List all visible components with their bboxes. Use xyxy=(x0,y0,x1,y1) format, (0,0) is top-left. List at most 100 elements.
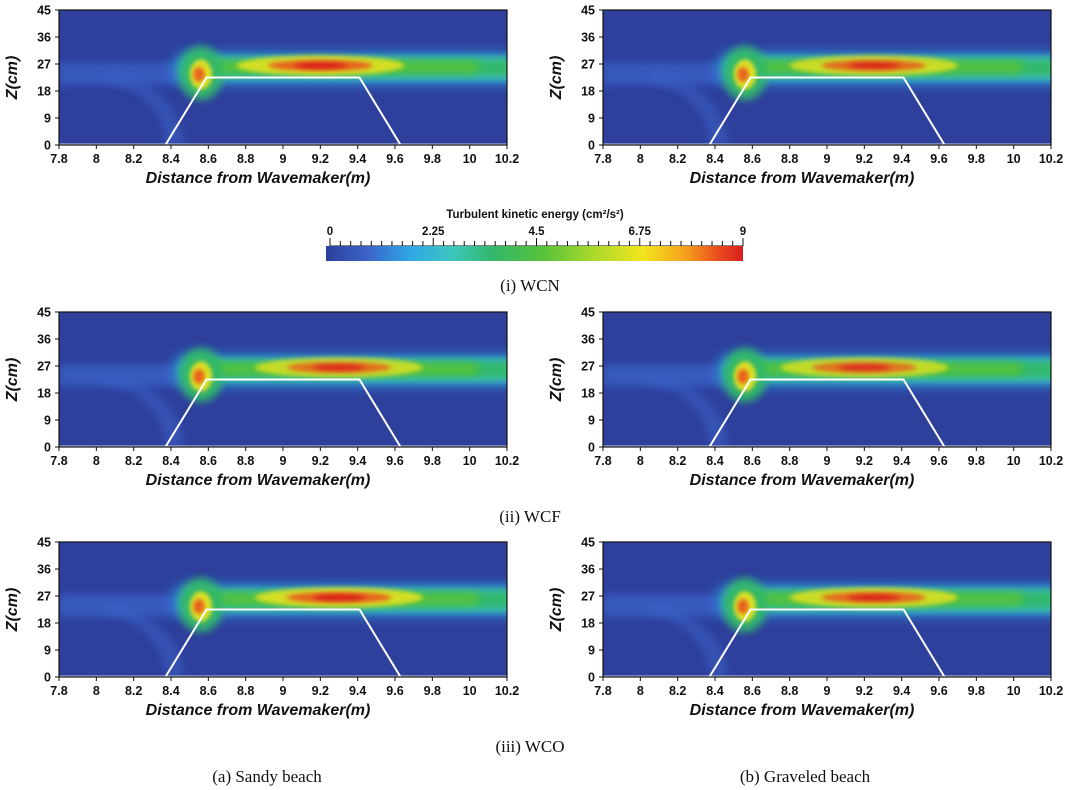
colorbar-tick-label: 4.5 xyxy=(529,226,546,238)
heatmap-field xyxy=(603,578,1051,677)
x-tick-label: 8.6 xyxy=(744,152,761,166)
y-tick-label: 36 xyxy=(37,333,51,347)
x-tick-label: 10 xyxy=(1007,454,1021,468)
colorbar-tick-label: 9 xyxy=(740,226,746,238)
inflow-band xyxy=(59,364,199,387)
caption-col-a: (a) Sandy beach xyxy=(212,767,322,786)
lower-plume xyxy=(96,605,185,677)
lower-plume xyxy=(96,375,185,447)
x-axis-title: Distance from Wavemaker(m) xyxy=(690,472,915,489)
y-axis-title: Z(cm) xyxy=(548,358,565,403)
x-tick-label: 9.4 xyxy=(349,454,366,468)
y-axis-title: Z(cm) xyxy=(548,56,565,101)
y-tick-label: 0 xyxy=(588,441,595,455)
x-tick-label: 8.6 xyxy=(200,684,217,698)
x-axis-title: Distance from Wavemaker(m) xyxy=(690,170,915,187)
x-tick-label: 8.8 xyxy=(781,152,798,166)
heatmap-field xyxy=(59,46,507,145)
y-tick-label: 27 xyxy=(37,360,51,374)
breakwater-outline xyxy=(708,378,946,448)
x-tick-label: 10.2 xyxy=(1039,684,1063,698)
jet-core-peak xyxy=(847,594,900,601)
x-tick-label: 10 xyxy=(463,152,477,166)
y-tick-label: 27 xyxy=(581,590,595,604)
x-tick-label: 8.2 xyxy=(125,684,142,698)
y-tick-label: 0 xyxy=(588,671,595,685)
y-tick-label: 45 xyxy=(581,306,595,320)
x-tick-label: 9.4 xyxy=(349,152,366,166)
x-tick-label: 9 xyxy=(280,152,287,166)
breakwater-outline xyxy=(164,608,402,678)
inflow-band xyxy=(603,62,743,85)
x-tick-label: 8.6 xyxy=(200,152,217,166)
x-tick-label: 8 xyxy=(637,454,644,468)
panel-0-0: 0 9 18 27 36 45 7.8 8 8.2 8.4 8.6 8.8 9 9.2 9.4 9.6 9.8 1… xyxy=(4,4,519,188)
x-tick-label: 9.4 xyxy=(893,152,910,166)
x-tick-label: 10 xyxy=(463,454,477,468)
x-tick-label: 9.2 xyxy=(312,152,329,166)
x-tick-label: 8.8 xyxy=(781,454,798,468)
x-tick-label: 9.6 xyxy=(930,684,947,698)
y-tick-label: 36 xyxy=(581,563,595,577)
x-tick-label: 9 xyxy=(280,684,287,698)
x-axis-title: Distance from Wavemaker(m) xyxy=(146,702,371,719)
jet-core-peak xyxy=(294,62,347,69)
x-tick-label: 9.8 xyxy=(424,152,441,166)
y-tick-label: 9 xyxy=(588,112,595,126)
heatmap-field xyxy=(603,46,1051,145)
x-tick-label: 7.8 xyxy=(594,454,611,468)
x-tick-label: 8.8 xyxy=(237,152,254,166)
y-tick-label: 0 xyxy=(44,139,51,153)
y-tick-label: 0 xyxy=(44,441,51,455)
x-tick-label: 10 xyxy=(1007,152,1021,166)
y-tick-label: 18 xyxy=(37,617,51,631)
y-tick-label: 9 xyxy=(44,112,51,126)
x-tick-label: 10 xyxy=(1007,684,1021,698)
y-tick-label: 36 xyxy=(581,31,595,45)
y-tick-label: 0 xyxy=(588,139,595,153)
x-tick-label: 9.6 xyxy=(386,152,403,166)
y-axis-title: Z(cm) xyxy=(4,56,21,101)
x-tick-label: 8 xyxy=(93,454,100,468)
y-tick-label: 9 xyxy=(44,644,51,658)
y-tick-label: 0 xyxy=(44,671,51,685)
breakwater-outline xyxy=(164,76,402,146)
y-tick-label: 18 xyxy=(37,387,51,401)
x-tick-label: 8.4 xyxy=(706,454,723,468)
inflow-band xyxy=(603,364,743,387)
x-tick-label: 9.8 xyxy=(968,684,985,698)
caption-col-b: (b) Graveled beach xyxy=(740,767,871,786)
x-tick-label: 9.8 xyxy=(968,454,985,468)
x-tick-label: 7.8 xyxy=(594,684,611,698)
colorbar-title: Turbulent kinetic energy (cm²/s²) xyxy=(446,209,624,221)
x-tick-label: 9.4 xyxy=(893,684,910,698)
x-tick-label: 8.4 xyxy=(706,684,723,698)
x-tick-label: 9 xyxy=(824,152,831,166)
x-tick-label: 9.4 xyxy=(349,684,366,698)
heatmap-field xyxy=(59,578,507,677)
x-tick-label: 9 xyxy=(280,454,287,468)
y-tick-label: 18 xyxy=(37,85,51,99)
x-tick-label: 10.2 xyxy=(495,152,519,166)
colorbar-ticks: 0 2.25 4.5 6.75 9 xyxy=(327,226,746,247)
x-tick-label: 9.8 xyxy=(424,454,441,468)
x-tick-label: 8 xyxy=(93,152,100,166)
x-tick-label: 8 xyxy=(637,684,644,698)
colorbar-tick-label: 2.25 xyxy=(422,226,445,238)
x-tick-label: 9.4 xyxy=(893,454,910,468)
corner-core xyxy=(193,369,205,384)
lower-plume xyxy=(640,375,729,447)
x-tick-label: 8.4 xyxy=(162,454,179,468)
x-tick-label: 10.2 xyxy=(495,684,519,698)
x-tick-label: 9 xyxy=(824,684,831,698)
y-axis-title: Z(cm) xyxy=(4,588,21,633)
lower-plume xyxy=(96,73,185,145)
inflow-band xyxy=(603,594,743,617)
heatmap-field xyxy=(603,348,1051,447)
x-tick-label: 8.4 xyxy=(162,684,179,698)
x-tick-label: 10.2 xyxy=(1039,454,1063,468)
y-tick-label: 45 xyxy=(581,4,595,18)
x-tick-label: 9.6 xyxy=(930,152,947,166)
x-tick-label: 9.8 xyxy=(424,684,441,698)
